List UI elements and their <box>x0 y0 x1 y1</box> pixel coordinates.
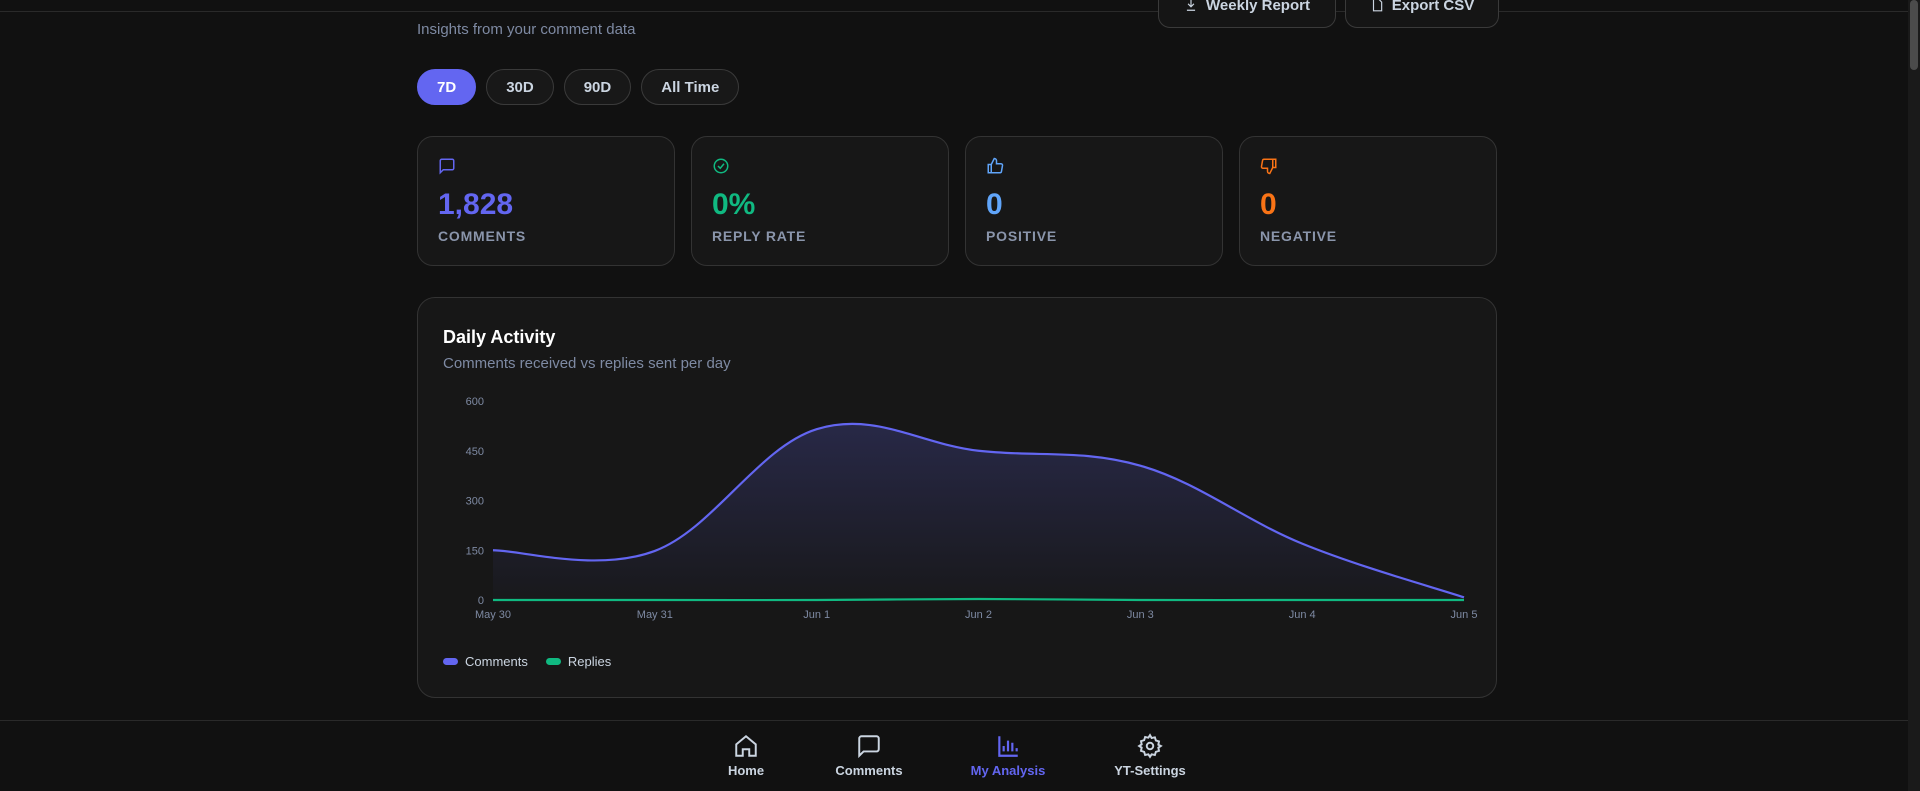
x-tick-label: Jun 1 <box>803 609 830 621</box>
check-circle-icon <box>713 158 729 174</box>
export-csv-label: Export CSV <box>1391 0 1475 14</box>
home-icon <box>735 734 757 757</box>
top-divider <box>0 11 1920 12</box>
chart-title: Daily Activity <box>443 327 556 347</box>
x-tick-label: May 30 <box>475 609 511 621</box>
filter-7d[interactable]: 7D <box>417 69 477 105</box>
stat-value-negative: 0 <box>1260 188 1277 221</box>
stat-card-positive: 0 POSITIVE <box>965 136 1223 266</box>
stat-label-positive: POSITIVE <box>986 228 1057 244</box>
chart-subtitle: Comments received vs replies sent per da… <box>443 355 731 372</box>
legend-label-comments: Comments <box>465 654 528 669</box>
y-tick-label: 150 <box>466 545 484 557</box>
stat-card-negative: 0 NEGATIVE <box>1239 136 1497 266</box>
message-square-icon <box>439 158 455 175</box>
legend-replies: Replies <box>545 654 612 669</box>
page-subtitle: Insights from your comment data <box>417 21 636 38</box>
x-tick-label: Jun 2 <box>965 609 992 621</box>
stat-value-comments: 1,828 <box>438 188 514 221</box>
y-tick-label: 0 <box>478 595 484 607</box>
series-area-comments <box>493 423 1464 600</box>
series-line-comments <box>492 422 1465 599</box>
nav-item-comments[interactable]: Comments <box>829 733 909 778</box>
series-line-replies <box>493 597 1464 602</box>
x-tick-label: May 31 <box>637 609 673 621</box>
weekly-report-label: Weekly Report <box>1206 0 1310 14</box>
stat-label-comments: COMMENTS <box>438 228 527 244</box>
filter-90d[interactable]: 90D <box>563 69 632 105</box>
gear-icon <box>1137 733 1163 759</box>
download-icon <box>1186 0 1196 11</box>
legend-label-replies: Replies <box>567 654 612 669</box>
bottom-navigation: Home Comments My Analysis YT-Settings <box>0 720 1908 791</box>
legend-swatch-comments <box>443 658 458 665</box>
legend-comments: Comments <box>443 654 528 669</box>
stat-card-reply-rate: 0% REPLY RATE <box>691 136 949 266</box>
stat-card-comments: 1,828 COMMENTS <box>417 136 675 266</box>
x-tick-label: Jun 4 <box>1289 609 1316 621</box>
file-icon <box>1372 0 1382 12</box>
y-tick-label: 300 <box>466 496 484 508</box>
bar-chart-icon <box>998 736 1018 757</box>
daily-activity-card: Daily Activity Comments received vs repl… <box>417 297 1497 698</box>
thumbs-up-icon <box>987 157 1004 174</box>
y-tick-label: 450 <box>466 446 484 458</box>
message-square-icon <box>858 735 880 759</box>
nav-item-yt-settings[interactable]: YT-Settings <box>1110 733 1190 778</box>
filter-30d[interactable]: 30D <box>486 69 554 105</box>
weekly-report-button[interactable]: Weekly Report <box>1158 0 1336 28</box>
date-range-filters: 7D 30D 90D All Time <box>417 69 740 105</box>
nav-label-yt-settings: YT-Settings <box>1114 763 1186 778</box>
scrollbar-thumb[interactable] <box>1910 0 1918 70</box>
nav-item-my-analysis[interactable]: My Analysis <box>966 733 1050 778</box>
nav-label-home: Home <box>727 763 765 778</box>
stat-value-positive: 0 <box>986 188 1003 221</box>
y-tick-label: 600 <box>466 396 484 408</box>
thumbs-down-icon <box>1260 158 1277 175</box>
nav-item-home[interactable]: Home <box>721 733 771 778</box>
stat-label-negative: NEGATIVE <box>1260 228 1337 244</box>
nav-label-comments: Comments <box>835 763 903 778</box>
filter-all-time[interactable]: All Time <box>641 69 740 105</box>
export-csv-button[interactable]: Export CSV <box>1345 0 1499 28</box>
page-scrollbar[interactable] <box>1908 0 1920 791</box>
daily-activity-chart: 0 150 300 450 600 May 30 May 31 Jun 1 Jun 2 Jun 3… <box>466 396 1478 621</box>
x-tick-label: Jun 5 <box>1451 609 1478 621</box>
stat-label-reply-rate: REPLY RATE <box>712 228 807 244</box>
legend-swatch-replies <box>545 658 561 665</box>
nav-label-my-analysis: My Analysis <box>970 763 1046 778</box>
x-tick-label: Jun 3 <box>1127 609 1154 621</box>
stat-value-reply-rate: 0% <box>712 188 756 221</box>
chart-legend: Comments Replies <box>443 654 611 669</box>
